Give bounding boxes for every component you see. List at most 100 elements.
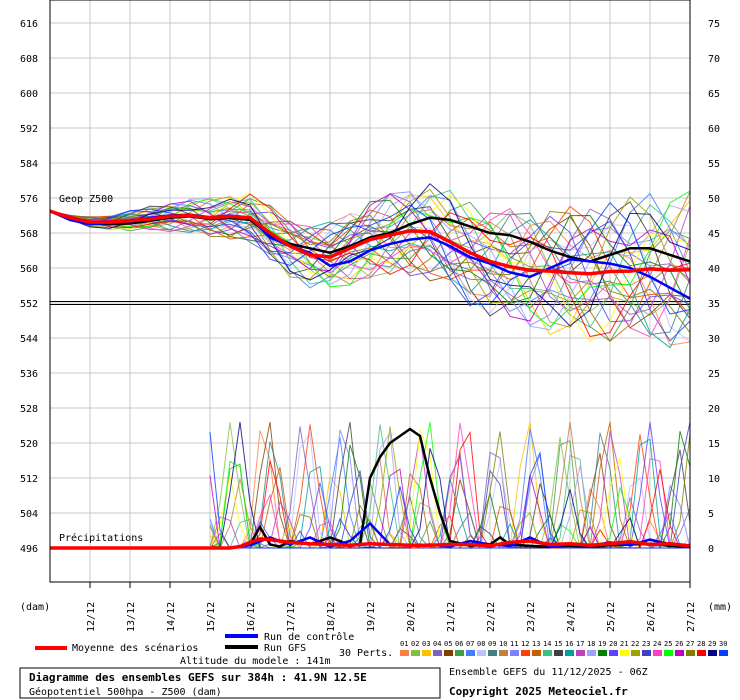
pert-legend-swatch	[543, 650, 552, 656]
main-lines	[49, 209, 691, 550]
grid	[50, 0, 691, 582]
x-tick-label: 20/12	[406, 602, 417, 632]
footer-run: Ensemble GEFS du 11/12/2025 - 06Z	[449, 667, 648, 678]
pert-legend-id: 05	[444, 640, 452, 648]
pert-legend-swatch	[708, 650, 717, 656]
pert-legend-swatch	[719, 650, 728, 656]
pert-legend-swatch	[620, 650, 629, 656]
y-right-tick-label: 15	[708, 439, 720, 450]
precip-mean-series-line	[50, 537, 691, 550]
pert-legend-swatch	[554, 650, 563, 656]
y-left-tick-label: 496	[20, 544, 38, 555]
pert-legend-swatch	[455, 650, 464, 656]
pert-legend-id: 18	[587, 640, 595, 648]
model-altitude: Altitude du modele : 141m	[180, 656, 331, 667]
x-tick-label: 13/12	[126, 602, 137, 632]
pert-legend-id: 06	[455, 640, 463, 648]
x-tick-label: 27/12	[686, 602, 697, 632]
pert-legend-id: 13	[532, 640, 540, 648]
y-right-tick-label: 55	[708, 159, 720, 170]
pert-legend-id: 28	[697, 640, 705, 648]
pert-legend-swatch	[488, 650, 497, 656]
pert-legend-swatch	[609, 650, 618, 656]
x-tick-label: 25/12	[606, 602, 617, 632]
y-left-tick-label: 528	[20, 404, 38, 415]
perturbation-lines	[49, 183, 691, 549]
y-left-tick-label: 608	[20, 54, 38, 65]
pert-legend-swatch	[521, 650, 530, 656]
pert-z500-line	[49, 207, 691, 338]
pert-legend-swatch	[532, 650, 541, 656]
pert-legend-id: 21	[620, 640, 628, 648]
pert-legend-swatch	[631, 650, 640, 656]
pert-legend-id: 16	[565, 640, 573, 648]
legend: Moyenne des scénarios Run de contrôle Ru…	[35, 631, 728, 667]
pert-legend-swatch	[675, 650, 684, 656]
plot-frame	[49, 0, 691, 583]
y-left-tick-label: 536	[20, 369, 38, 380]
footer-title: Diagramme des ensembles GEFS sur 384h : …	[29, 671, 367, 684]
pert-legend-id: 10	[499, 640, 507, 648]
pert-legend-swatch	[598, 650, 607, 656]
pert-legend-swatch	[510, 650, 519, 656]
y-right-tick-label: 70	[708, 54, 720, 65]
y-right-tick-label: 10	[708, 474, 720, 485]
pert-legend-id: 23	[642, 640, 650, 648]
pert-legend-swatch	[433, 650, 442, 656]
pert-legend-swatch	[664, 650, 673, 656]
pert-legend-id: 07	[466, 640, 474, 648]
x-tick-label: 23/12	[526, 602, 537, 632]
pert-legend-id: 30	[719, 640, 727, 648]
legend-gfs-label: Run GFS	[264, 643, 306, 654]
y-right-tick-label: 25	[708, 369, 720, 380]
y-left-tick-label: 584	[20, 159, 38, 170]
y-right-tick-label: 30	[708, 334, 720, 345]
pert-z500-line	[49, 193, 691, 338]
y-right-unit: (mm)	[708, 602, 732, 613]
pert-legend-id: 12	[521, 640, 529, 648]
pert-legend-swatch	[587, 650, 596, 656]
footer-box	[19, 667, 441, 699]
legend-control-label: Run de contrôle	[264, 631, 354, 643]
y-left-tick-label: 600	[20, 89, 38, 100]
pert-legend-id: 04	[433, 640, 441, 648]
x-tick-label: 17/12	[286, 602, 297, 632]
axes: 12/12 13/12 14/12 15/12 16/12 17/12 18/12 19/12…	[20, 0, 720, 632]
pert-legend-id: 17	[576, 640, 584, 648]
z500-mean-series-line	[49, 209, 691, 276]
pert-legend-id: 08	[477, 640, 485, 648]
x-tick-label: 15/12	[206, 602, 217, 632]
x-tick-label: 14/12	[166, 602, 177, 632]
y-left-tick-label: 520	[20, 439, 38, 450]
precip-label: Précipitations	[59, 532, 143, 544]
y-left-unit: (dam)	[20, 602, 50, 613]
pert-legend-id: 27	[686, 640, 694, 648]
legend-perts-label: 30 Perts.	[339, 648, 393, 659]
y-right-tick-label: 0	[708, 544, 714, 555]
y-right-tick-label: 20	[708, 404, 720, 415]
pert-legend: 01 02 03 04 05 06 07 08 09 10 11 12 13 14 15 16 17 18 19 20…	[400, 640, 728, 656]
pert-z500-line	[49, 192, 691, 312]
pert-legend-id: 26	[675, 640, 683, 648]
y-right-tick-label: 40	[708, 264, 720, 275]
y-left-tick-label: 616	[20, 19, 38, 30]
legend-mean-label: Moyenne des scénarios	[72, 642, 198, 654]
y-left-tick-label: 544	[20, 334, 38, 345]
y-right-tick-label: 60	[708, 124, 720, 135]
pert-legend-id: 01	[400, 640, 408, 648]
pert-legend-id: 03	[422, 640, 430, 648]
y-left-tick-label: 552	[20, 299, 38, 310]
pert-legend-swatch	[466, 650, 475, 656]
y-right-tick-label: 35	[708, 299, 720, 310]
pert-legend-swatch	[697, 650, 706, 656]
pert-legend-id: 19	[598, 640, 606, 648]
pert-legend-id: 25	[664, 640, 672, 648]
y-right-tick-label: 65	[708, 89, 720, 100]
pert-legend-swatch	[477, 650, 486, 656]
pert-legend-id: 14	[543, 640, 551, 648]
y-left-tick-label: 576	[20, 194, 38, 205]
x-tick-label: 18/12	[326, 602, 337, 632]
pert-legend-swatch	[400, 650, 409, 656]
y-left-tick-label: 560	[20, 264, 38, 275]
